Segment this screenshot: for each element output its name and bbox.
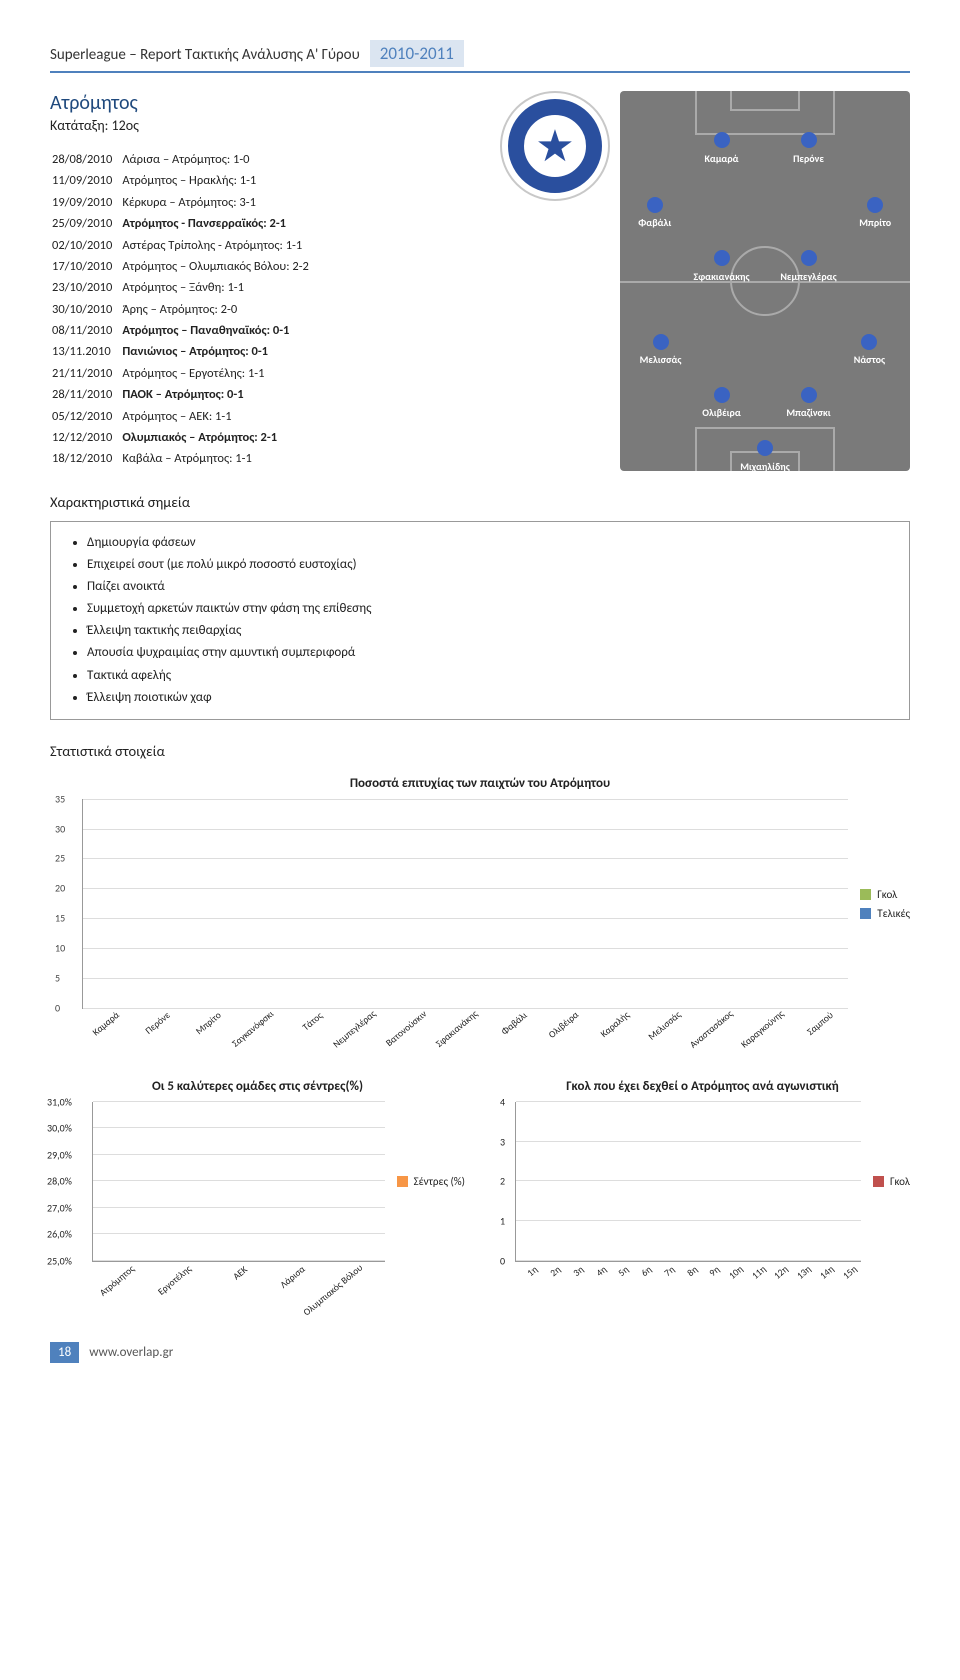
player-label: Φαβάλι: [638, 216, 671, 229]
player-label: Περόνε: [793, 152, 824, 165]
characteristics-box: Δημιουργία φάσεωνΕπιχειρεί σουτ (με πολύ…: [50, 521, 910, 720]
result-row: 12/12/2010Ολυμπιακός – Ατρόμητος: 2-1: [52, 428, 317, 447]
result-row: 02/10/2010Αστέρας Τρίπολης - Ατρόμητος: …: [52, 236, 317, 255]
team-logo: ★: [500, 91, 610, 201]
result-row: 25/09/2010Ατρόμητος - Πανσερραϊκός: 2-1: [52, 214, 317, 233]
result-row: 23/10/2010Ατρόμητος – Ξάνθη: 1-1: [52, 278, 317, 297]
page-footer: 18 www.overlap.gr: [50, 1342, 910, 1363]
player-marker: [714, 132, 730, 148]
player-marker: [757, 440, 773, 456]
characteristic-item: Τακτικά αφελής: [87, 665, 895, 687]
legend-crosses: Σέντρες (%): [414, 1175, 465, 1188]
player-label: Νάστος: [854, 353, 885, 366]
player-marker: [801, 132, 817, 148]
characteristic-item: Δημιουργία φάσεων: [87, 532, 895, 554]
results-table: 28/08/2010Λάρισα – Ατρόμητος: 1-0 11/09/2…: [50, 148, 319, 471]
page-header: Superleague – Report Τακτικής Ανάλυσης Α…: [50, 40, 910, 73]
result-row: 21/11/2010Ατρόμητος – Εργοτέλης: 1-1: [52, 364, 317, 383]
characteristic-item: Έλλειψη ποιοτικών χαφ: [87, 687, 895, 709]
chart3-legend: Γκολ: [861, 1102, 910, 1262]
player-marker: [867, 197, 883, 213]
player-label: Μπαζίνσκι: [786, 406, 830, 419]
chart-goals-conceded: Γκολ που έχει δεχθεί ο Ατρόμητος ανά αγω…: [495, 1079, 910, 1262]
characteristic-item: Απουσία ψυχραιμίας στην αμυντική συμπερι…: [87, 642, 895, 664]
legend-shots: Τελικές: [877, 907, 910, 920]
page-number: 18: [50, 1342, 79, 1363]
chart-players: Ποσοστά επιτυχίας των παιχτών του Ατρόμη…: [50, 776, 910, 1009]
player-label: Σφακιανάκης: [693, 270, 749, 283]
header-year: 2010-2011: [370, 40, 464, 67]
player-marker: [647, 197, 663, 213]
result-row: 05/12/2010Ατρόμητος – ΑΕΚ: 1-1: [52, 407, 317, 426]
player-marker: [861, 334, 877, 350]
star-icon: ★: [535, 119, 574, 173]
team-rank: Κατάταξη: 12ος: [50, 117, 480, 134]
player-label: Καμαρά: [704, 152, 738, 165]
formation-pitch: Καμαρά Περόνε Φαβάλι Μπρίτο Σφακιανάκης Νεμπε…: [620, 91, 910, 471]
chart1-title: Ποσοστά επιτυχίας των παιχτών του Ατρόμη…: [50, 776, 910, 791]
characteristics-heading: Χαρακτηριστικά σημεία: [50, 493, 910, 511]
result-row: 28/11/2010ΠΑΟΚ – Ατρόμητος: 0-1: [52, 385, 317, 404]
player-label: Ολιβέιρα: [702, 406, 741, 419]
player-marker: [653, 334, 669, 350]
result-row: 13/11.2010Πανιώνιος – Ατρόμητος: 0-1: [52, 342, 317, 361]
player-label: Μελισσάς: [640, 353, 682, 366]
result-row: 28/08/2010Λάρισα – Ατρόμητος: 1-0: [52, 150, 317, 169]
result-row: 17/10/2010Ατρόμητος – Ολυμπιακός Βόλου: …: [52, 257, 317, 276]
result-row: 08/11/2010Ατρόμητος – Παναθηναϊκός: 0-1: [52, 321, 317, 340]
player-label: Μπρίτο: [859, 216, 891, 229]
result-row: 18/12/2010Καβάλα – Ατρόμητος: 1-1: [52, 449, 317, 468]
team-name: Ατρόμητος: [50, 91, 480, 115]
result-row: 30/10/2010Άρης – Ατρόμητος: 2-0: [52, 300, 317, 319]
footer-url: www.overlap.gr: [89, 1345, 173, 1360]
player-marker: [801, 387, 817, 403]
chart2-legend: Σέντρες (%): [385, 1102, 465, 1262]
characteristic-item: Επιχειρεί σουτ (με πολύ μικρό ποσοστό ευ…: [87, 554, 895, 576]
player-marker: [714, 387, 730, 403]
result-row: 19/09/2010Κέρκυρα – Ατρόμητος: 3-1: [52, 193, 317, 212]
characteristic-item: Συμμετοχή αρκετών παικτών στην φάση της …: [87, 598, 895, 620]
chart-crosses: Οι 5 καλύτερες ομάδες στις σέντρες(%) 25…: [50, 1079, 465, 1262]
player-marker: [801, 250, 817, 266]
chart2-title: Οι 5 καλύτερες ομάδες στις σέντρες(%): [50, 1079, 465, 1094]
player-label: Νεμπεγλέρας: [780, 270, 836, 283]
chart3-title: Γκολ που έχει δεχθεί ο Ατρόμητος ανά αγω…: [495, 1079, 910, 1094]
legend-goals: Γκολ: [877, 888, 897, 901]
player-marker: [714, 250, 730, 266]
characteristic-item: Έλλειψη τακτικής πειθαρχίας: [87, 620, 895, 642]
legend-goals-conceded: Γκολ: [890, 1175, 910, 1188]
stats-heading: Στατιστικά στοιχεία: [50, 742, 910, 760]
characteristic-item: Παίζει ανοικτά: [87, 576, 895, 598]
chart1-legend: Γκολ Τελικές: [848, 799, 910, 1009]
player-label: Μιχαηλίδης: [740, 460, 790, 473]
result-row: 11/09/2010Ατρόμητος – Ηρακλής: 1-1: [52, 171, 317, 190]
header-title: Superleague – Report Τακτικής Ανάλυσης Α…: [50, 46, 360, 64]
